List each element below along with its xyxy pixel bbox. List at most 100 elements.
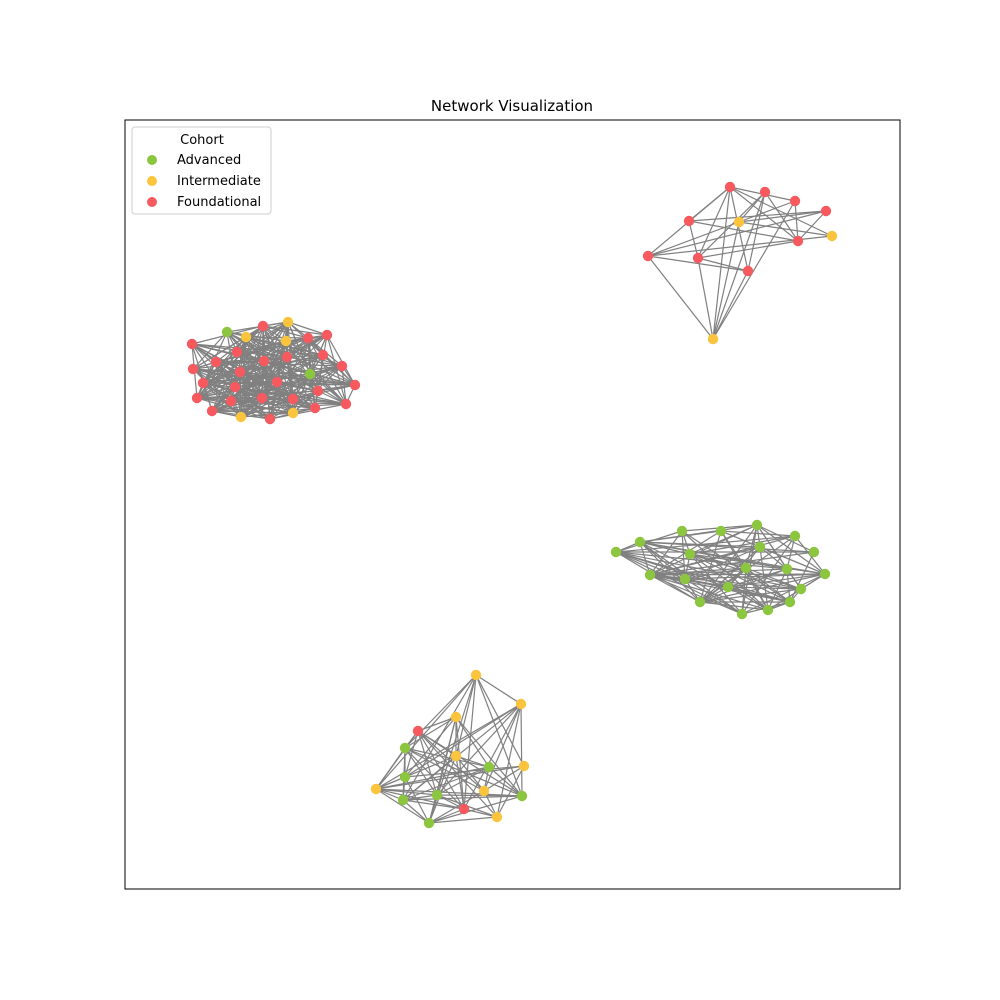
network-edge <box>404 703 522 778</box>
network-edge <box>404 716 457 778</box>
network-edge <box>689 553 791 603</box>
network-node <box>412 725 424 737</box>
network-edge <box>417 716 457 732</box>
network-node <box>715 525 727 537</box>
network-node <box>302 332 314 344</box>
network-edge <box>729 186 833 237</box>
network-edge <box>455 755 485 792</box>
network-node <box>280 335 292 347</box>
network-edge <box>375 788 523 797</box>
network-node <box>206 405 218 417</box>
network-edge <box>404 716 457 749</box>
network-node <box>197 377 209 389</box>
network-edge <box>647 255 749 272</box>
network-edge <box>239 371 316 409</box>
network-node <box>287 407 299 419</box>
network-edge <box>417 730 523 797</box>
network-edge <box>712 200 796 340</box>
network-edge <box>375 674 477 790</box>
legend-label-advanced: Advanced <box>177 153 241 168</box>
network-edge <box>697 186 731 259</box>
network-edge <box>192 368 271 420</box>
network-node <box>634 536 646 548</box>
network-edge <box>211 371 241 412</box>
network-edge <box>720 530 796 537</box>
network-edge <box>211 410 294 414</box>
network-edge <box>738 210 827 223</box>
network-edge <box>261 340 287 399</box>
network-edge <box>245 336 309 339</box>
network-edge <box>688 220 799 242</box>
network-node <box>742 265 754 277</box>
network-edge <box>455 716 523 797</box>
network-node <box>676 525 688 537</box>
network-edge <box>729 186 799 242</box>
network-node <box>679 573 691 585</box>
network-edge <box>402 794 438 801</box>
network-edge <box>236 351 288 358</box>
network-node <box>370 783 382 795</box>
network-node <box>759 186 771 198</box>
network-node <box>789 195 801 207</box>
legend-title: Cohort <box>180 133 224 148</box>
network-edge <box>292 398 347 405</box>
network-edge <box>375 788 430 824</box>
network-node <box>736 608 748 620</box>
network-edge <box>292 390 319 414</box>
network-node <box>450 711 462 723</box>
network-node <box>789 530 801 542</box>
network-edge <box>436 794 523 797</box>
network-edge <box>417 730 438 796</box>
network-edge <box>326 334 356 386</box>
network-edge <box>192 368 242 418</box>
network-node <box>399 742 411 754</box>
network-edge <box>496 703 522 818</box>
network-edge <box>436 766 490 796</box>
network-edge <box>649 551 815 576</box>
network-edge <box>455 755 490 768</box>
network-edge <box>745 567 802 590</box>
network-edge <box>455 716 490 768</box>
network-edge <box>699 601 769 611</box>
network-edge <box>463 808 498 818</box>
network-edge <box>428 816 498 824</box>
network-edge <box>681 530 791 603</box>
nodes-layer <box>186 181 838 829</box>
network-edge <box>404 747 485 792</box>
network-edge <box>404 747 438 796</box>
network-node <box>234 366 246 378</box>
network-edge <box>375 765 525 790</box>
network-edge <box>292 384 356 400</box>
network-node <box>281 351 293 363</box>
network-edge <box>211 381 278 412</box>
network-node <box>235 411 247 423</box>
legend-marker-intermediate <box>147 176 157 186</box>
network-node <box>762 604 774 616</box>
network-node <box>225 395 237 407</box>
network-edge <box>681 530 686 580</box>
legend-label-foundational: Foundational <box>177 195 261 210</box>
network-edge <box>211 403 347 412</box>
network-edge <box>285 340 343 367</box>
network-node <box>470 669 482 681</box>
network-edge <box>759 546 769 611</box>
network-edge <box>727 586 769 611</box>
network-node <box>740 562 752 574</box>
network-node <box>644 569 656 581</box>
network-edge <box>712 221 740 340</box>
network-edge <box>697 257 749 272</box>
network-node <box>483 761 495 773</box>
network-edge <box>639 541 651 576</box>
network-edge <box>402 795 523 801</box>
network-edge <box>647 221 740 257</box>
network-edge <box>239 371 356 386</box>
network-node <box>692 252 704 264</box>
network-edge <box>287 321 328 336</box>
network-edge <box>684 573 826 580</box>
network-node <box>694 596 706 608</box>
network-edge <box>649 574 769 611</box>
network-node <box>450 750 462 762</box>
network-edge <box>712 270 749 340</box>
network-node <box>257 320 269 332</box>
